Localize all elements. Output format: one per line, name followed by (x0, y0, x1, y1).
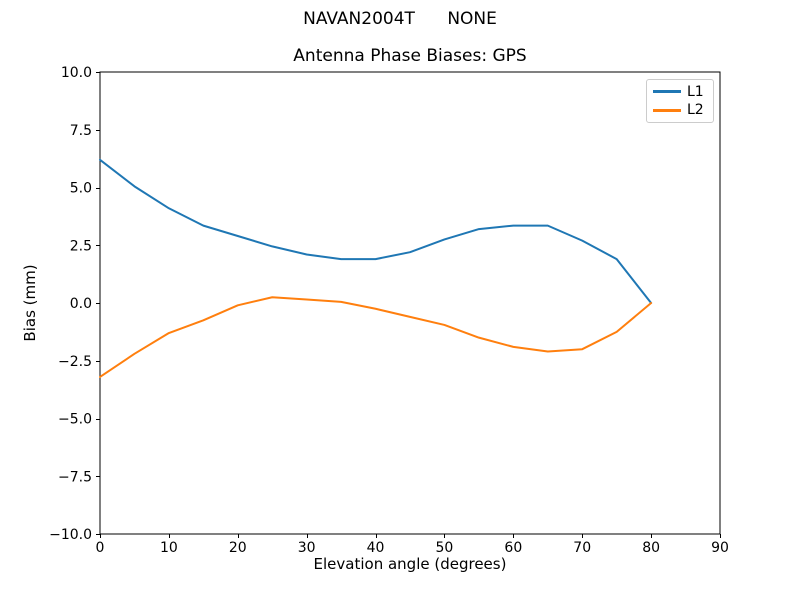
x-tick-label: 30 (298, 540, 316, 556)
y-tick-label: 2.5 (70, 238, 92, 254)
x-tick-label: 10 (160, 540, 178, 556)
y-tick-label: 5.0 (70, 181, 92, 197)
y-tick-label: −2.5 (58, 354, 92, 370)
legend-item-l1: L1 (647, 85, 713, 99)
x-axis-label: Elevation angle (degrees) (313, 555, 507, 573)
x-tick-label: 40 (367, 540, 385, 556)
legend-item-l2: L2 (647, 103, 713, 117)
x-tick-label: 60 (504, 540, 522, 556)
y-tick-label: −5.0 (58, 412, 92, 428)
x-tick-label: 90 (711, 540, 729, 556)
legend-line-l2-swatch (653, 108, 681, 112)
x-tick-label: 70 (573, 540, 591, 556)
x-tick-label: 50 (436, 540, 454, 556)
x-tick-label: 80 (642, 540, 660, 556)
legend: L1 L2 (646, 79, 714, 123)
y-tick-label: −10.0 (49, 527, 92, 543)
x-tick-label: 0 (96, 540, 105, 556)
figure-suptitle: NAVAN2004T NONE (303, 9, 497, 29)
legend-label-l2: L2 (687, 102, 704, 119)
legend-label-l1: L1 (687, 83, 704, 100)
y-tick-label: −7.5 (58, 469, 92, 485)
chart-title: Antenna Phase Biases: GPS (293, 46, 527, 66)
y-tick-label: 0.0 (70, 296, 92, 312)
x-tick-label: 20 (229, 540, 247, 556)
series-line-l2 (99, 296, 653, 378)
y-tick-label: 7.5 (70, 123, 92, 139)
y-tick-label: 10.0 (61, 65, 92, 81)
y-axis-label: Bias (mm) (21, 264, 39, 342)
series-line-l1 (99, 158, 653, 304)
legend-line-l1-swatch (653, 90, 681, 94)
axes-frame (99, 71, 721, 535)
